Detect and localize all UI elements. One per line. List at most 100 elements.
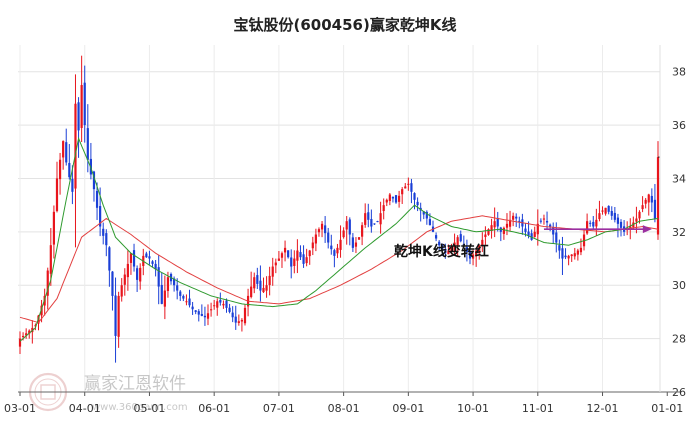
candle	[28, 329, 31, 339]
candle	[231, 306, 234, 323]
candle	[425, 210, 428, 225]
candle-body	[367, 212, 370, 220]
candle	[650, 188, 653, 213]
candle	[74, 74, 77, 248]
candle	[179, 290, 182, 301]
candle	[259, 265, 262, 302]
candle-body	[191, 306, 194, 310]
candle	[219, 292, 222, 306]
candle-body	[462, 244, 465, 246]
candle	[83, 65, 86, 143]
candle-body	[508, 219, 512, 227]
candle-body	[567, 255, 570, 259]
x-tick-label: 05-01	[133, 402, 165, 415]
candle-body	[444, 249, 447, 254]
candle	[163, 275, 166, 320]
candle	[194, 310, 197, 315]
candle-body	[598, 213, 601, 220]
candle	[459, 230, 462, 243]
candle-body	[635, 218, 638, 222]
candle	[404, 183, 407, 189]
candle	[647, 193, 650, 216]
candle	[62, 140, 65, 170]
candle	[493, 207, 496, 238]
candle	[373, 223, 376, 225]
candle	[542, 214, 546, 225]
y-tick-label: 30	[672, 279, 686, 292]
candle-body	[629, 226, 632, 229]
candle	[462, 235, 465, 247]
candle-body	[413, 193, 416, 200]
candle	[136, 265, 139, 292]
candle-body	[268, 275, 271, 286]
candle-body	[126, 263, 129, 278]
candle-body	[314, 234, 317, 244]
candle-body	[579, 247, 583, 253]
candle	[622, 220, 626, 236]
candle-body	[213, 305, 216, 307]
candle	[613, 206, 616, 223]
candle	[431, 220, 435, 233]
candle-body	[404, 186, 407, 189]
candle	[253, 272, 256, 294]
candle	[478, 244, 481, 260]
candle-body	[253, 277, 256, 289]
candle	[653, 183, 657, 223]
candle-body	[311, 242, 314, 249]
candle	[601, 206, 604, 215]
candle-body	[225, 300, 228, 308]
candle-body	[324, 225, 327, 234]
candle	[616, 213, 620, 238]
candle-body	[68, 162, 71, 178]
candle-body	[416, 201, 419, 206]
candle-body	[394, 195, 398, 203]
candle	[324, 216, 327, 243]
y-tick-label: 28	[672, 333, 686, 346]
candle	[111, 271, 114, 311]
y-tick-label: 36	[672, 119, 686, 132]
candle-body	[379, 213, 382, 225]
x-tick-label: 01-01	[651, 402, 683, 415]
candle	[123, 268, 126, 296]
candle	[419, 202, 422, 222]
candle	[644, 197, 647, 209]
candle	[52, 205, 56, 259]
candle	[68, 144, 71, 180]
candle	[490, 218, 493, 239]
candle-body	[370, 219, 373, 227]
candle-body	[361, 225, 364, 237]
candle-body	[132, 250, 136, 267]
candle-body	[58, 159, 62, 180]
candle-body	[490, 225, 493, 232]
candle-body	[173, 278, 176, 286]
candle-body	[493, 221, 496, 228]
candle	[441, 243, 444, 257]
candle-body	[382, 205, 385, 212]
candle-body	[456, 237, 459, 246]
candle-body	[438, 241, 441, 246]
candle	[619, 219, 623, 237]
ma-long-line	[19, 215, 659, 324]
candle	[555, 222, 558, 253]
candle	[370, 209, 373, 233]
candle-body	[465, 247, 469, 252]
candle-body	[194, 310, 197, 312]
candle	[129, 253, 133, 275]
candle	[117, 291, 120, 348]
candle	[139, 263, 142, 290]
candle-body	[401, 189, 404, 195]
candle-body	[197, 311, 200, 315]
candle	[296, 239, 299, 274]
candle	[604, 207, 607, 216]
candle	[376, 220, 379, 223]
candle	[468, 247, 472, 265]
x-tick-label: 04-01	[69, 402, 101, 415]
candle-body	[524, 228, 527, 232]
candle-body	[157, 267, 160, 287]
candle	[401, 187, 404, 204]
x-tick-label: 12-01	[587, 402, 619, 415]
candle-body	[231, 312, 234, 318]
candle-body	[496, 217, 499, 227]
candle-body	[558, 245, 561, 251]
candles	[18, 55, 660, 363]
